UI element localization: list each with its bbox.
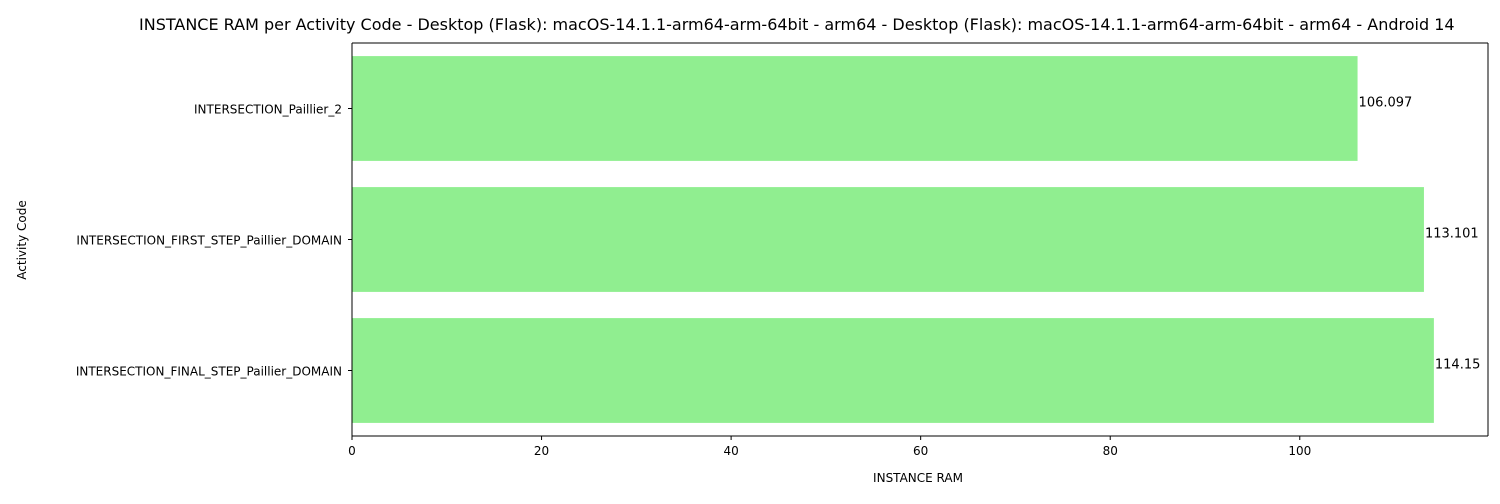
x-tick-label: 0 [348, 444, 356, 458]
y-tick-label: INTERSECTION_Paillier_2 [194, 103, 342, 117]
x-tick-label: 60 [913, 444, 928, 458]
x-axis-label: INSTANCE RAM [873, 471, 963, 485]
bar-value-label: 113.101 [1425, 227, 1479, 242]
bar-3 [352, 318, 1434, 423]
x-tick-label: 100 [1288, 444, 1311, 458]
bar-2 [352, 187, 1424, 292]
x-tick-label: 20 [534, 444, 549, 458]
y-tick-label: INTERSECTION_FINAL_STEP_Paillier_DOMAIN [76, 365, 342, 379]
axes-layer: INTERSECTION_Paillier_2 INTERSECTION_FIRS… [76, 42, 1489, 458]
bar-1 [352, 56, 1358, 161]
bar-value-label: 106.097 [1359, 96, 1413, 111]
bar-value-label: 114.15 [1435, 358, 1481, 373]
x-tick-label: 80 [1103, 444, 1118, 458]
x-tick-label: 40 [723, 444, 738, 458]
bars-layer: 106.097 113.101 114.15 [352, 56, 1480, 423]
chart-title: INSTANCE RAM per Activity Code - Desktop… [139, 15, 1455, 34]
y-axis-label: Activity Code [15, 200, 29, 279]
y-tick-label: INTERSECTION_FIRST_STEP_Paillier_DOMAIN [76, 234, 342, 248]
